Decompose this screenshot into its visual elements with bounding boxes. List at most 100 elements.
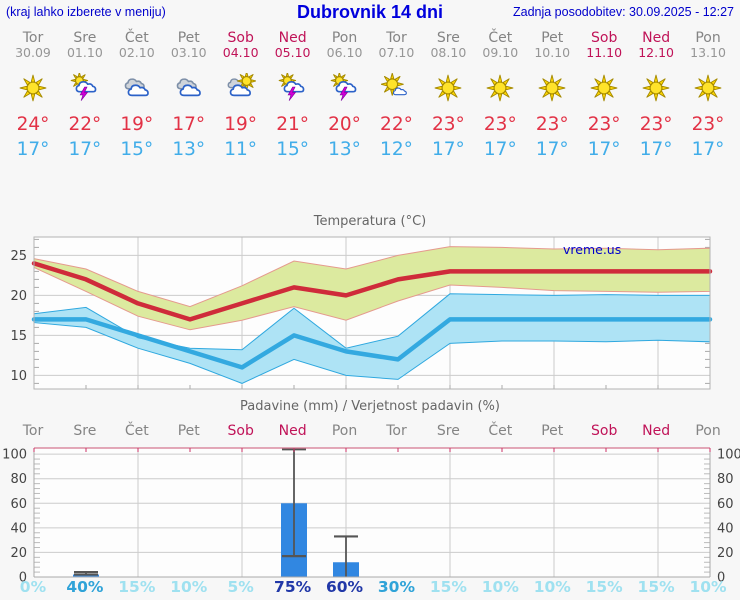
precip-y-tick-label-right: 0 xyxy=(717,571,725,583)
day-column[interactable]: Ned 05.10 21° 15° xyxy=(267,31,319,162)
min-temperature: 17° xyxy=(483,139,517,160)
day-column[interactable]: Pet 03.10 17° 13° xyxy=(163,31,215,162)
day-date: 07.10 xyxy=(378,45,415,60)
min-temperature: 17° xyxy=(587,139,621,160)
max-temperature: 23° xyxy=(483,114,517,135)
precip-probability: 60% xyxy=(325,578,364,596)
weather-icon xyxy=(630,73,682,103)
weather-icon xyxy=(422,73,474,103)
day-column[interactable]: Pon 13.10 23° 17° xyxy=(682,31,734,162)
day-weekday: Sob xyxy=(227,30,254,46)
precip-y-tick-label-right: 40 xyxy=(717,521,734,536)
precip-day-label: Sre xyxy=(73,423,97,439)
min-temp-line xyxy=(31,317,713,370)
precip-day-label: Ned xyxy=(278,423,307,439)
precip-probability: 10% xyxy=(689,578,727,596)
max-temperature: 23° xyxy=(691,114,725,135)
day-weekday: Pon xyxy=(331,30,358,46)
precip-probability: 75% xyxy=(274,578,312,596)
day-column[interactable]: Sre 08.10 23° 17° xyxy=(422,31,474,162)
day-column[interactable]: Sre 01.10 22° 17° xyxy=(59,31,111,162)
precipitation-chart: 0 0 20 20 40 40 60 60 80 80 100 100 xyxy=(2,447,740,583)
precip-chart-title: Padavine (mm) / Verjetnost padavin (%) xyxy=(240,399,500,414)
weather-icon xyxy=(319,73,371,103)
day-column[interactable]: Čet 02.10 19° 15° xyxy=(111,31,163,162)
min-temperature: 17° xyxy=(68,139,102,160)
temperature-chart: 10 15 20 25 vreme.us xyxy=(10,236,713,390)
day-weekday: Čet xyxy=(488,30,513,46)
min-temperature: 17° xyxy=(16,139,50,160)
precip-day-label: Čet xyxy=(124,423,149,439)
temp-y-tick-label: 25 xyxy=(10,249,27,264)
max-temperature: 17° xyxy=(172,114,206,135)
day-date: 06.10 xyxy=(326,45,363,60)
sun-icon xyxy=(642,74,670,102)
sun-cloud-icon xyxy=(381,73,408,96)
precip-probability: 15% xyxy=(637,578,675,596)
day-column[interactable]: Sob 11.10 23° 17° xyxy=(578,31,630,162)
day-weekday: Sob xyxy=(591,30,618,46)
precip-y-tick-label-right: 20 xyxy=(717,546,734,561)
precip-probability: 15% xyxy=(429,578,467,596)
precip-day-label: Čet xyxy=(488,423,513,439)
day-weekday: Pet xyxy=(177,30,200,46)
day-date: 10.10 xyxy=(534,45,571,60)
day-column[interactable]: Pon 06.10 20° 13° xyxy=(319,31,371,162)
min-temperature: 15° xyxy=(120,139,154,160)
weather-icon xyxy=(59,73,111,103)
min-temperature: 11° xyxy=(224,139,258,160)
day-column[interactable]: Ned 12.10 23° 17° xyxy=(630,31,682,162)
day-column[interactable]: Tor 07.10 22° 12° xyxy=(370,31,422,162)
max-temperature: 23° xyxy=(639,114,673,135)
day-date: 04.10 xyxy=(222,45,259,60)
watermark-link[interactable]: vreme.us xyxy=(563,242,621,257)
min-temperature: 15° xyxy=(276,139,309,160)
day-date: 03.10 xyxy=(170,45,207,60)
day-column[interactable]: Čet 09.10 23° 17° xyxy=(474,31,526,162)
clouds-icon xyxy=(176,78,201,97)
precip-day-label: Ned xyxy=(642,423,671,439)
max-temperature: 19° xyxy=(120,114,154,135)
day-date: 09.10 xyxy=(482,45,519,60)
precip-y-tick-label-right: 80 xyxy=(717,472,734,487)
precip-y-tick-label-right: 60 xyxy=(717,497,734,512)
day-date: 05.10 xyxy=(274,45,311,60)
day-date: 12.10 xyxy=(638,45,674,60)
weather-icon xyxy=(682,73,734,103)
max-temperature: 22° xyxy=(68,114,102,135)
weather-icon xyxy=(578,73,630,103)
precip-day-label: Sre xyxy=(436,423,460,439)
precip-y-tick-label-left: 80 xyxy=(10,472,27,487)
min-temperature: 17° xyxy=(639,139,673,160)
precip-y-tick-label-left: 0 xyxy=(19,571,27,583)
day-column[interactable]: Tor 30.09 24° 17° xyxy=(7,31,59,162)
page-title: Dubrovnik 14 dni xyxy=(296,2,444,22)
precip-probability: 40% xyxy=(66,578,104,596)
max-temperature: 23° xyxy=(431,114,465,135)
precip-y-tick-label-right: 100 xyxy=(717,448,740,463)
day-date: 08.10 xyxy=(430,45,467,60)
precip-day-labels: Tor Sre Čet Pet Sob Ned Pon Tor Sre Čet Pet Sob Ned P… xyxy=(7,424,734,439)
sun-storm-icon xyxy=(70,73,97,101)
temp-chart-title: Temperatura (°C) xyxy=(313,214,427,229)
last-update: Zadnja posodobitev: 30.09.2025 - 12:27 xyxy=(512,5,734,19)
precip-probability: 15% xyxy=(585,578,623,596)
day-weekday: Pon xyxy=(695,30,721,46)
precip-day-label: Pet xyxy=(541,423,564,439)
precip-bar xyxy=(73,574,99,577)
day-weekday: Ned xyxy=(278,30,307,46)
sun-icon xyxy=(694,74,722,102)
day-date: 13.10 xyxy=(690,45,726,60)
day-date: 30.09 xyxy=(15,45,51,60)
day-date: 01.10 xyxy=(66,45,103,60)
max-temperature: 22° xyxy=(380,114,413,135)
min-temperature: 17° xyxy=(535,139,569,160)
day-date: 11.10 xyxy=(586,45,623,60)
precip-day-label: Tor xyxy=(386,423,407,439)
day-column[interactable]: Sob 04.10 19° 11° xyxy=(215,31,267,162)
weather-icon xyxy=(7,73,59,103)
precip-probability: 10% xyxy=(533,578,571,596)
sun-storm-icon xyxy=(278,73,304,101)
day-column[interactable]: Pet 10.10 23° 17° xyxy=(526,31,578,162)
